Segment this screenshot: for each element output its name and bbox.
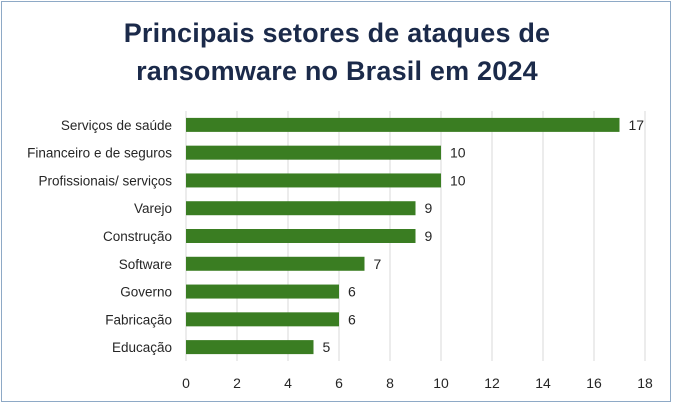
data-label: 10 — [450, 145, 466, 161]
data-label: 7 — [374, 256, 382, 272]
x-tick-label: 8 — [386, 375, 394, 391]
data-label: 17 — [629, 117, 645, 133]
x-tick-label: 10 — [433, 375, 449, 391]
bar — [186, 173, 441, 188]
category-label: Fabricação — [105, 312, 172, 327]
data-label: 6 — [348, 284, 356, 300]
x-tick-label: 14 — [535, 375, 551, 391]
x-tick-label: 2 — [233, 375, 241, 391]
x-tick-label: 0 — [182, 375, 190, 391]
data-label: 6 — [348, 311, 356, 327]
chart-title-line-2: ransomware no Brasil em 2024 — [136, 56, 538, 86]
category-label: Varejo — [134, 201, 172, 216]
x-tick-label: 16 — [586, 375, 602, 391]
data-label: 9 — [425, 200, 433, 216]
x-tick-label: 18 — [637, 375, 653, 391]
category-label: Profissionais/ serviços — [38, 173, 172, 188]
chart-title-line-1: Principais setores de ataques de — [123, 18, 551, 48]
x-tick-label: 4 — [284, 375, 292, 391]
x-tick-label: 12 — [484, 375, 500, 391]
bar — [186, 340, 314, 355]
data-label: 10 — [450, 172, 466, 188]
bar — [186, 256, 365, 271]
bar — [186, 312, 339, 327]
bar — [186, 284, 339, 299]
category-label: Construção — [103, 229, 172, 244]
category-label: Serviços de saúde — [61, 118, 172, 133]
category-label: Educação — [112, 340, 172, 355]
bar — [186, 229, 416, 243]
category-label: Governo — [120, 285, 172, 300]
data-label: 5 — [323, 339, 331, 355]
x-tick-label: 6 — [335, 375, 343, 391]
bar — [186, 145, 441, 160]
category-label: Financeiro e de seguros — [27, 146, 172, 161]
bar — [186, 201, 416, 216]
category-label: Software — [119, 257, 172, 272]
data-label: 9 — [425, 228, 433, 244]
chart-title: Principais setores de ataques de ransomw… — [0, 14, 674, 90]
bar — [186, 117, 620, 132]
